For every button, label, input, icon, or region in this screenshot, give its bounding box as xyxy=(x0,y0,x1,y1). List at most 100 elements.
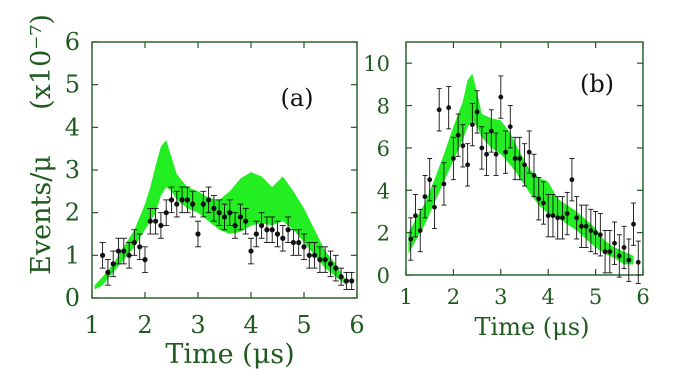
data-point xyxy=(550,213,556,219)
data-point xyxy=(200,201,206,207)
data-point xyxy=(422,194,428,200)
data-point xyxy=(583,223,589,229)
y-tick-label: 6 xyxy=(65,28,80,56)
plot-frame xyxy=(91,41,358,299)
data-point xyxy=(248,248,254,254)
data-point xyxy=(432,204,437,210)
data-point xyxy=(616,253,622,259)
data-point xyxy=(536,196,542,202)
data-point xyxy=(626,257,632,263)
data-point xyxy=(417,228,423,233)
data-point xyxy=(349,278,355,284)
data-point xyxy=(588,228,594,233)
data-point xyxy=(338,274,344,280)
data-point xyxy=(343,278,349,284)
y-tick-label: 0 xyxy=(65,284,80,312)
y-tick-label: 1 xyxy=(65,241,80,269)
data-point xyxy=(498,94,504,100)
plot-frame xyxy=(405,41,644,276)
data-point xyxy=(216,210,222,216)
x-tick-label: 6 xyxy=(349,311,364,339)
data-point xyxy=(259,222,265,229)
data-point xyxy=(522,162,527,168)
data-point xyxy=(296,239,302,246)
data-point xyxy=(493,151,499,157)
data-point xyxy=(322,257,328,263)
data-point xyxy=(593,230,598,236)
data-point xyxy=(243,218,249,224)
x-tick-label: 4 xyxy=(542,285,555,309)
data-point xyxy=(441,181,447,187)
data-point xyxy=(602,249,608,255)
y-tick-label: 4 xyxy=(377,179,390,203)
data-point xyxy=(479,145,485,151)
data-point xyxy=(269,227,275,233)
data-point xyxy=(517,156,523,161)
data-point xyxy=(564,211,570,216)
data-point xyxy=(541,200,546,206)
y-tick-label: 10 xyxy=(363,52,390,76)
data-point xyxy=(190,201,196,207)
data-point xyxy=(147,218,153,224)
data-point xyxy=(105,269,111,275)
x-axis-label: Time (μs) xyxy=(475,313,590,341)
data-point xyxy=(174,201,180,207)
y-tick-label: 5 xyxy=(65,71,80,99)
data-point xyxy=(465,162,471,168)
data-point xyxy=(333,265,339,271)
panel-b: 1 2 3 4 5 6 0 2 4 6 8 10 (b) Time (μs) xyxy=(363,41,650,341)
data-point xyxy=(451,156,456,161)
x-tick-label: 5 xyxy=(296,311,311,339)
data-point xyxy=(327,261,334,267)
data-point xyxy=(195,231,201,237)
data-point xyxy=(253,231,259,237)
data-point xyxy=(306,252,312,258)
data-point xyxy=(168,197,175,203)
data-point xyxy=(469,122,475,128)
data-point xyxy=(621,245,627,250)
data-point xyxy=(569,177,575,183)
data-point xyxy=(484,151,489,157)
y-tick-label: 4 xyxy=(65,113,80,141)
data-point xyxy=(264,227,270,233)
data-point xyxy=(158,222,164,229)
data-point xyxy=(545,213,551,219)
data-point xyxy=(227,210,233,216)
data-point xyxy=(408,236,414,242)
data-point xyxy=(110,261,116,267)
data-point xyxy=(635,259,641,265)
data-point xyxy=(597,232,603,238)
data-point xyxy=(232,222,238,229)
data-point xyxy=(317,257,323,263)
y-tick-label: 3 xyxy=(65,156,80,184)
x-tick-label: 2 xyxy=(447,285,460,309)
y-tick-label: 2 xyxy=(65,199,80,227)
data-point xyxy=(280,235,286,241)
data-point xyxy=(488,128,494,134)
x-tick-label: 3 xyxy=(494,285,507,309)
x-tick-label: 1 xyxy=(399,285,412,309)
data-point xyxy=(142,257,148,263)
data-point xyxy=(206,197,212,203)
data-point xyxy=(455,132,461,138)
data-point xyxy=(612,240,617,246)
data-point xyxy=(301,244,307,250)
x-tick-label: 2 xyxy=(137,311,152,339)
data-point xyxy=(179,197,185,203)
data-point xyxy=(607,249,613,255)
y-tick-label: 0 xyxy=(377,264,390,288)
data-point xyxy=(153,218,159,224)
data-point xyxy=(413,213,418,219)
data-point xyxy=(578,223,584,229)
data-point xyxy=(507,124,513,130)
data-point xyxy=(512,156,518,161)
data-point xyxy=(126,252,132,258)
data-point xyxy=(100,252,106,258)
data-point xyxy=(211,205,217,211)
data-point xyxy=(503,149,508,155)
data-point xyxy=(312,252,318,258)
y-tick-label: 2 xyxy=(377,222,390,246)
data-point xyxy=(137,244,143,250)
y-tick-label: 6 xyxy=(377,137,390,161)
